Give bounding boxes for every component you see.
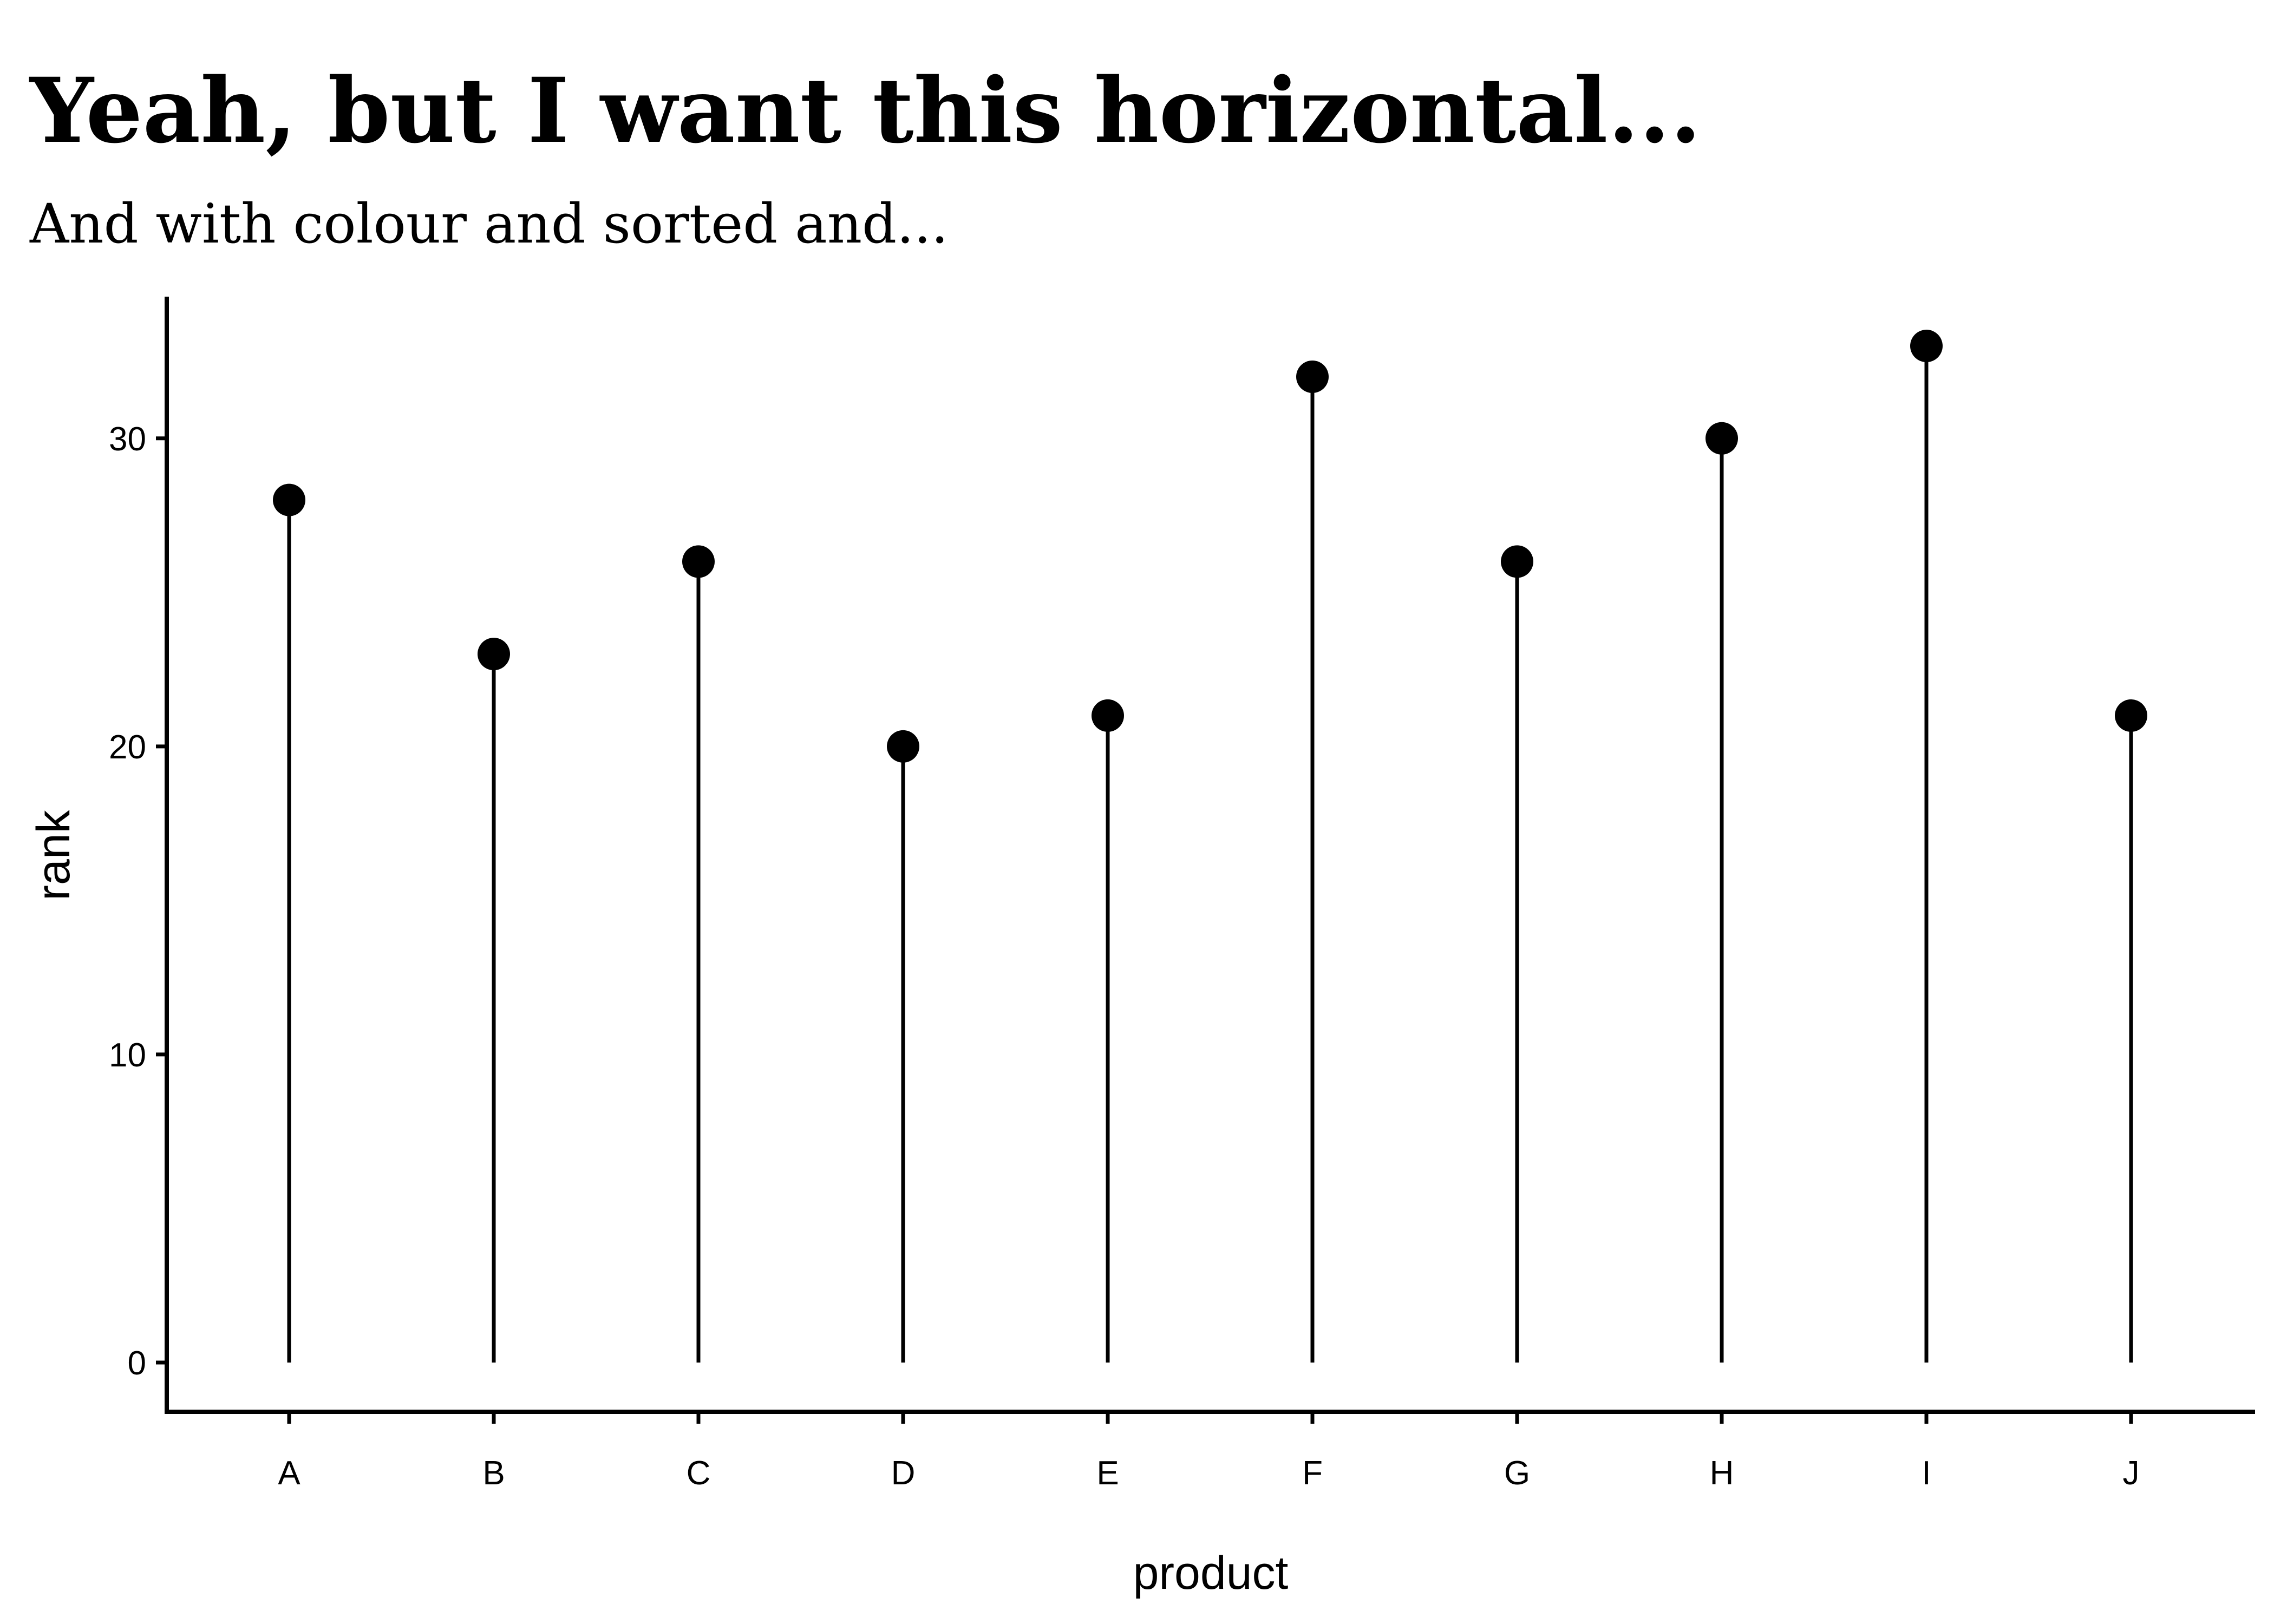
- y-axis-title: rank: [28, 809, 80, 900]
- y-tick-label: 0: [128, 1345, 146, 1382]
- lollipop-point: [682, 545, 715, 578]
- x-tick-label: J: [2123, 1455, 2140, 1492]
- x-tick-label: B: [482, 1455, 505, 1492]
- lollipop-point: [1910, 330, 1943, 363]
- lollipop-point: [2115, 699, 2147, 732]
- x-axis-title: product: [1133, 1547, 1289, 1599]
- lollipop-point: [478, 638, 510, 671]
- x-tick-label: G: [1504, 1455, 1530, 1492]
- lollipop-point: [1092, 699, 1124, 732]
- lollipop-point: [887, 730, 919, 763]
- plot-area: 0 10 20 30 A B C D E F G H I J: [109, 330, 2147, 1492]
- lollipop-point: [273, 483, 305, 516]
- y-tick-label: 20: [109, 729, 146, 766]
- y-tick-label: 10: [109, 1037, 146, 1074]
- x-tick-label: D: [891, 1455, 916, 1492]
- x-tick-label: C: [687, 1455, 711, 1492]
- chart-subtitle: And with colour and sorted and...: [29, 192, 948, 256]
- x-tick-label: A: [278, 1455, 300, 1492]
- x-tick-label: H: [1710, 1455, 1734, 1492]
- x-tick-label: I: [1922, 1455, 1931, 1492]
- lollipop-point: [1296, 360, 1329, 393]
- x-tick-label: E: [1096, 1455, 1119, 1492]
- chart-title: Yeah, but I want this horizontal...: [29, 58, 1701, 163]
- lollipop-point: [1706, 422, 1738, 455]
- lollipop-point: [1501, 545, 1533, 578]
- y-tick-label: 30: [109, 421, 146, 458]
- x-tick-label: F: [1302, 1455, 1323, 1492]
